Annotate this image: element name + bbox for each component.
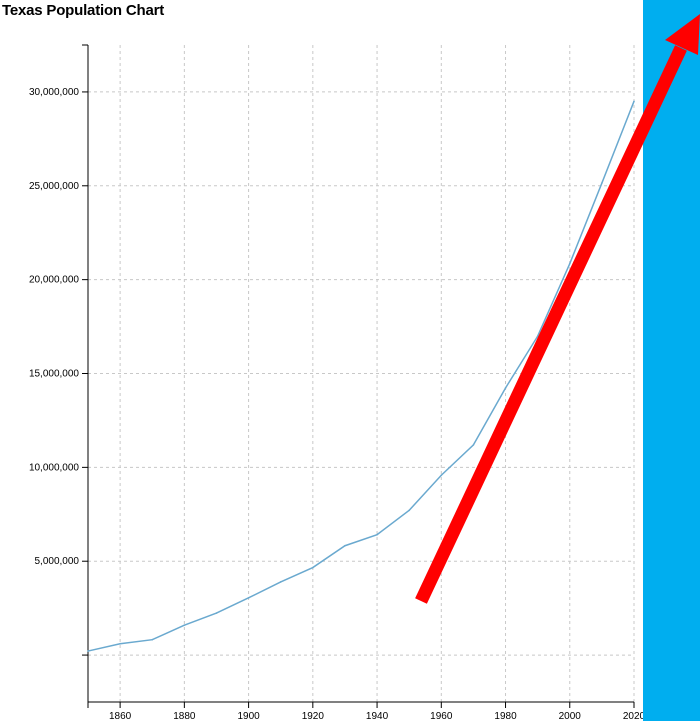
y-tick-label: 25,000,000 xyxy=(29,181,79,192)
data-point xyxy=(601,182,603,184)
y-tick-label-group: 30,000,000 xyxy=(29,87,79,98)
y-tick-label-group: 5,000,000 xyxy=(35,556,80,567)
axes: 5,000,000 10,000,000 15,000,000 20,000,000 2… xyxy=(29,44,643,721)
x-tick-label: 1900 xyxy=(237,711,260,721)
x-tick-label: 2000 xyxy=(559,711,582,721)
data-point xyxy=(633,100,635,103)
data-point xyxy=(87,650,89,652)
data-point xyxy=(247,597,250,599)
y-tick-label: 10,000,000 xyxy=(29,462,79,473)
data-point xyxy=(344,544,346,547)
x-tick-label: 1940 xyxy=(366,711,389,721)
y-tick-label-group: 15,000,000 xyxy=(29,369,79,380)
data-point xyxy=(119,642,121,645)
x-tick-label-group: 1940 xyxy=(366,711,389,721)
data-point xyxy=(376,533,378,536)
line-chart: 5,000,000 10,000,000 15,000,000 20,000,000 2… xyxy=(29,44,643,721)
x-tick-label: 1960 xyxy=(430,711,453,721)
data-point xyxy=(440,474,443,477)
x-tick-label-group: 1860 xyxy=(109,711,132,721)
data-point xyxy=(312,566,314,569)
x-tick-label-group: 2020 xyxy=(623,711,643,721)
red-arrow-annotation xyxy=(415,14,700,604)
data-series xyxy=(87,100,635,652)
x-tick-label-group: 1960 xyxy=(430,711,453,721)
grid-lines xyxy=(88,45,635,702)
y-tick-label: 15,000,000 xyxy=(29,369,79,380)
arrow-shaft xyxy=(415,45,687,604)
data-point xyxy=(536,335,539,338)
y-tick-label: 20,000,000 xyxy=(29,275,79,286)
data-point xyxy=(279,581,282,583)
data-point xyxy=(151,638,154,641)
x-tick-label: 1980 xyxy=(494,711,517,721)
x-tick-label: 1860 xyxy=(109,711,132,721)
population-line xyxy=(87,101,635,652)
x-tick-label: 1920 xyxy=(302,711,325,721)
y-tick-label-group: 25,000,000 xyxy=(29,181,79,192)
data-point xyxy=(472,444,475,446)
x-tick-label-group: 2000 xyxy=(559,711,582,721)
chart-title: Texas Population Chart xyxy=(2,2,165,19)
data-point xyxy=(215,612,218,614)
x-tick-label: 1880 xyxy=(173,711,196,721)
arrow-head xyxy=(665,14,700,55)
y-tick-label-group: 20,000,000 xyxy=(29,275,79,286)
x-tick-label-group: 1900 xyxy=(237,711,260,721)
x-tick-label-group: 1980 xyxy=(494,711,517,721)
x-tick-label-group: 1880 xyxy=(173,711,196,721)
x-tick-label-group: 1920 xyxy=(302,711,325,721)
data-point xyxy=(568,262,571,265)
y-tick-label: 30,000,000 xyxy=(29,87,79,98)
x-tick-label: 2020 xyxy=(623,711,643,721)
data-point xyxy=(504,387,507,389)
y-tick-label-group: 10,000,000 xyxy=(29,462,79,473)
y-tick-label: 5,000,000 xyxy=(35,556,80,567)
data-point xyxy=(408,509,410,512)
data-point xyxy=(183,624,186,626)
